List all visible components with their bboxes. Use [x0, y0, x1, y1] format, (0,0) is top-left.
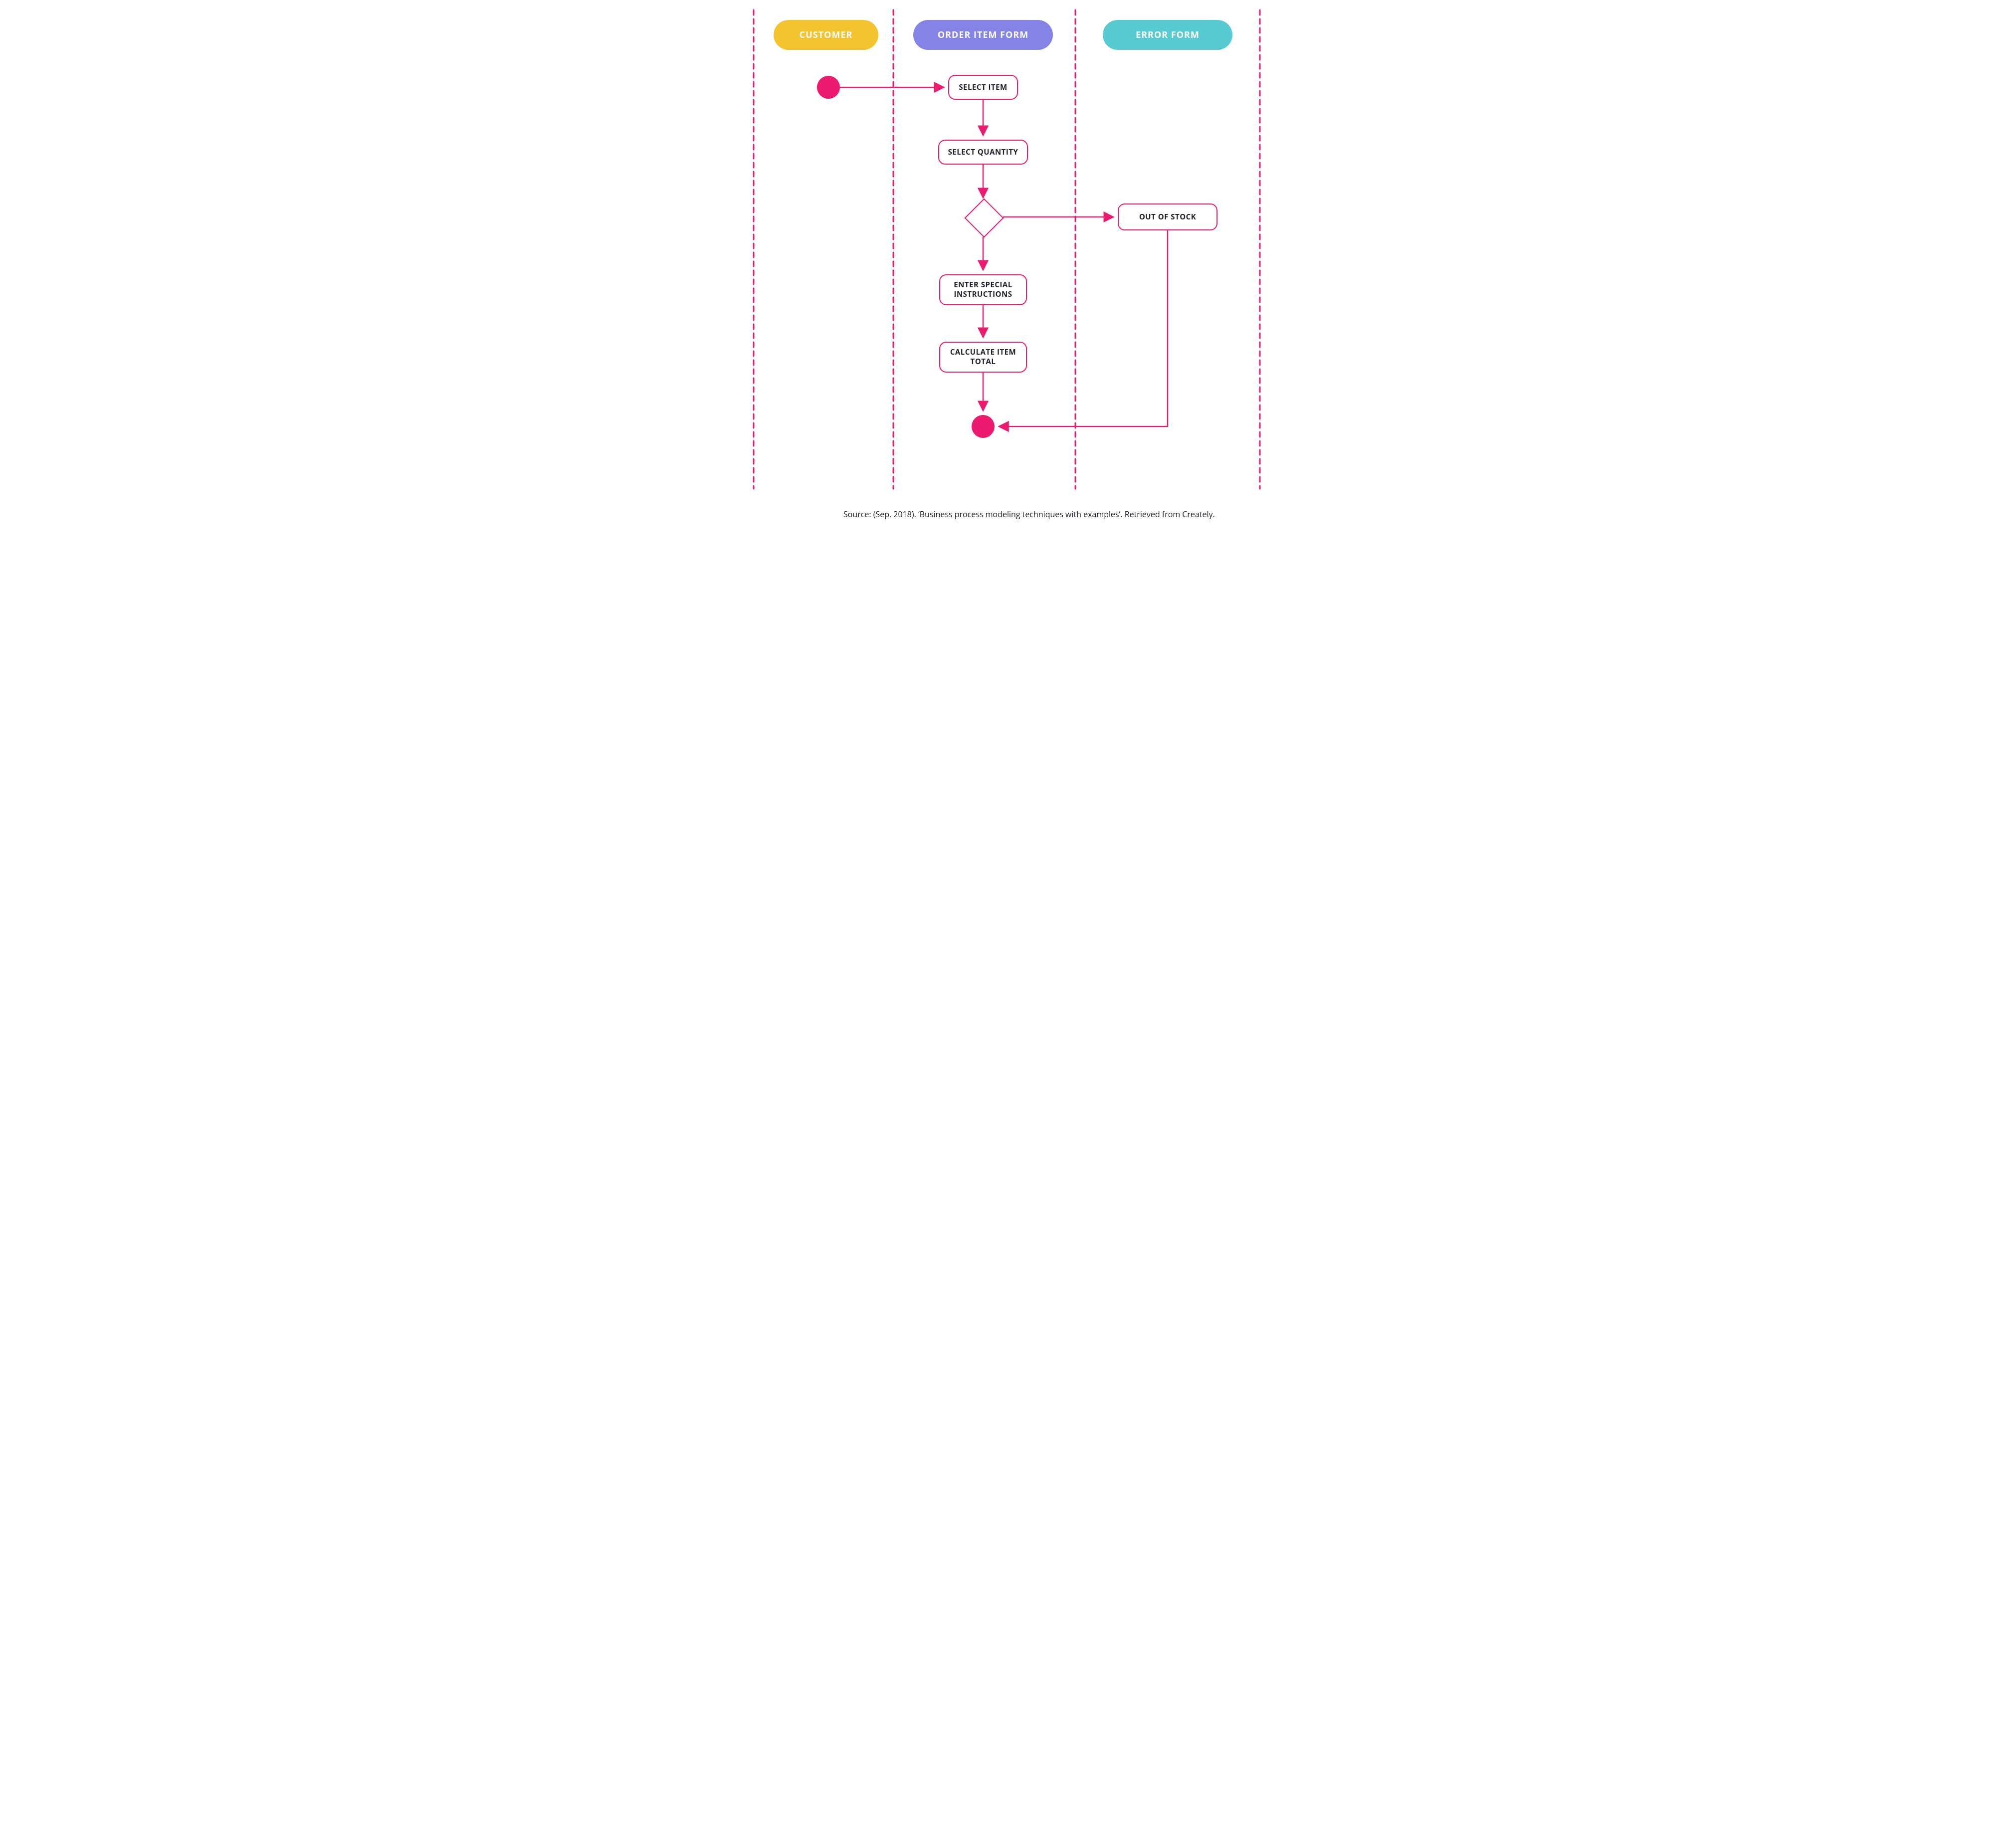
node-calculate-item-total: CALCULATE ITEM TOTAL	[939, 342, 1027, 373]
start-node	[817, 76, 840, 99]
end-node	[972, 415, 995, 438]
edge-e_out_end	[1000, 230, 1168, 426]
edges-group	[840, 87, 1168, 426]
node-enter-special-instructions: ENTER SPECIAL INSTRUCTIONS	[939, 274, 1027, 305]
lane-error-form: ERROR FORM	[1103, 20, 1232, 50]
node-out-of-stock: OUT OF STOCK	[1118, 203, 1217, 230]
source-citation: Source: (Sep, 2018). ‘Business process m…	[843, 509, 1215, 520]
lane-customer: CUSTOMER	[774, 20, 878, 50]
lane-order-item-form: ORDER ITEM FORM	[913, 20, 1053, 50]
node-select-quantity: SELECT QUANTITY	[938, 140, 1028, 165]
node-select-item: SELECT ITEM	[948, 75, 1018, 100]
diagram-canvas: CUSTOMER ORDER ITEM FORM ERROR FORM SELE…	[709, 0, 1307, 541]
